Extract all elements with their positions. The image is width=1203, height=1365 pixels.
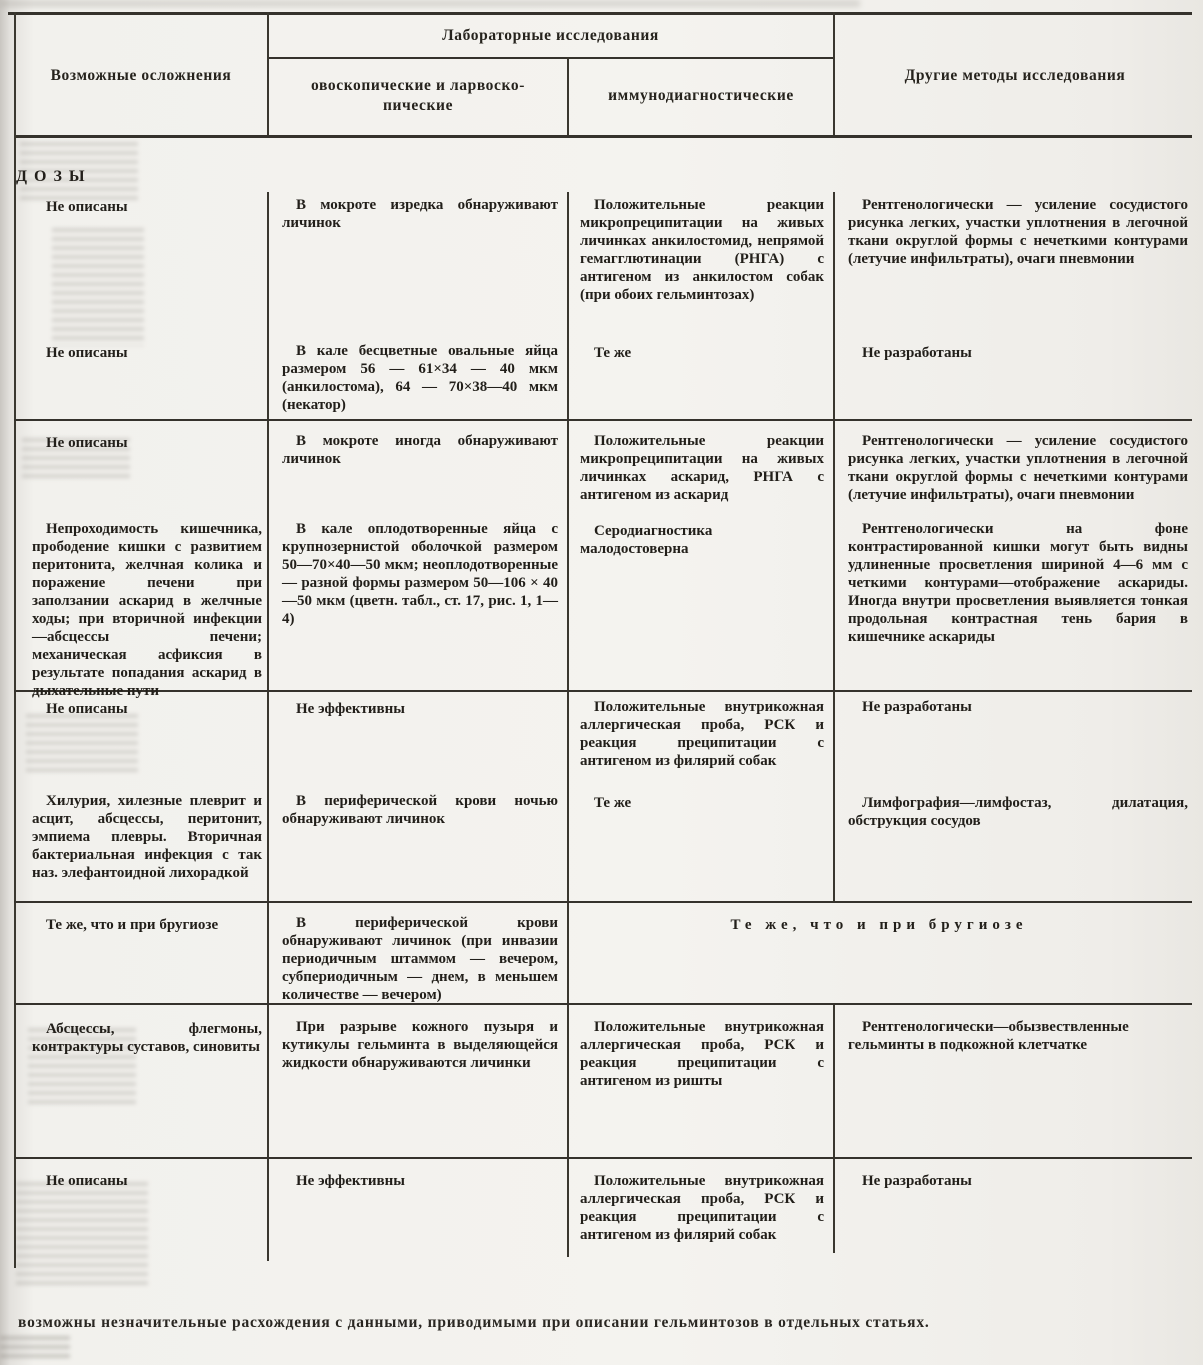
group-separator — [14, 419, 1192, 421]
cell-r2-other: Не разработаны — [862, 345, 972, 361]
cell-r6-complications: Хилурия, хилезные плеврит и асцит, абсце… — [32, 793, 262, 881]
column-divider — [567, 421, 569, 690]
cell-r4-immuno: Серодиагностика малодостоверна — [580, 523, 713, 557]
cell-r4-complications: Непроходимость кишечника, прободение киш… — [32, 521, 262, 699]
group-separator — [14, 901, 1192, 903]
cell-r3-immuno: Положительные реакции микропреципитации … — [580, 433, 824, 503]
cell-r1-other: Рентгенологически — усиление сосудистого… — [848, 197, 1188, 267]
cell-r8-complications: Абсцессы, флегмоны, контрактуры суставов… — [32, 1021, 262, 1055]
header-lab-ovoscopic: овоскопические и ларвоско-пические — [311, 77, 525, 114]
cell-r3-ovoscopic: В мокроте иногда обнаруживают личинок — [282, 433, 558, 467]
header-lab: Лабораторные исследования — [442, 27, 659, 44]
column-divider — [267, 692, 269, 901]
scan-artifact — [0, 0, 860, 7]
cell-r6-other: Лимфография—лимфостаз, дилатация, обстру… — [848, 795, 1188, 829]
cell-r7-complications: Те же, что и при бругиозе — [46, 917, 219, 933]
table-frame-left — [14, 12, 16, 1268]
column-divider — [267, 1005, 269, 1157]
footnote: возможны незначительные расхождения с да… — [18, 1314, 930, 1331]
header-other-methods: Другие методы исследования — [904, 67, 1126, 84]
header-divider-col3 — [833, 12, 835, 135]
cell-r9-complications: Не описаны — [46, 1173, 128, 1189]
cell-r9-other: Не разработаны — [862, 1173, 972, 1189]
column-divider — [267, 903, 269, 1003]
cell-r6-ovoscopic: В периферической крови ночью обнаруживаю… — [282, 793, 558, 827]
section-label: ДОЗЫ — [16, 168, 92, 185]
cell-r2-complications: Не описаны — [46, 345, 128, 361]
cell-r2-immuno: Те же — [594, 345, 632, 361]
column-divider — [567, 192, 569, 419]
header-complications: Возможные осложнения — [50, 67, 232, 84]
column-divider — [833, 192, 835, 419]
lab-header-underline — [267, 57, 834, 59]
cell-r9-ovoscopic: Не эффективны — [296, 1173, 405, 1189]
cell-r8-immuno: Положительные внутрикожная аллергическая… — [580, 1019, 824, 1089]
column-divider — [833, 421, 835, 690]
cell-r9-immuno: Положительные внутрикожная аллергическая… — [580, 1173, 824, 1243]
column-divider — [567, 1159, 569, 1257]
scan-artifact — [26, 714, 138, 776]
cell-r4-other: Рентгенологически на фоне контрастирован… — [848, 521, 1188, 645]
cell-r5-immuno: Положительные внутрикожная аллергическая… — [580, 699, 824, 769]
cell-r1-ovoscopic: В мокроте изредка обнаруживают личинок — [282, 197, 558, 231]
table-rule-header-bottom — [14, 135, 1192, 138]
cell-r3-other: Рентгенологически — усиление сосудистого… — [848, 433, 1188, 503]
cell-r6-immuno: Те же — [594, 795, 632, 811]
cell-r5-complications: Не описаны — [46, 701, 128, 717]
group-separator — [14, 690, 1192, 692]
cell-r1-immuno: Положительные реакции микропреципитации … — [580, 197, 824, 303]
column-divider — [833, 692, 835, 901]
cell-r7-merged-note: Те же, что и при бругиозе — [730, 917, 1028, 933]
scan-artifact — [0, 1336, 70, 1362]
column-divider — [833, 1005, 835, 1157]
group-separator — [14, 1157, 1192, 1159]
column-divider — [833, 1159, 835, 1253]
column-divider — [567, 692, 569, 901]
column-divider — [567, 1005, 569, 1157]
group-separator — [14, 1003, 1192, 1005]
cell-r5-ovoscopic: Не эффективны — [296, 701, 405, 717]
column-divider — [267, 192, 269, 419]
cell-r1-complications: Не описаны — [46, 199, 128, 215]
cell-r8-other: Рентгенологически—обызвествленные гельми… — [848, 1019, 1129, 1053]
cell-r7-ovoscopic: В периферической крови обнаруживают личи… — [282, 915, 558, 1003]
scan-artifact — [52, 228, 144, 346]
column-divider — [267, 1159, 269, 1261]
cell-r2-ovoscopic: В кале бесцветные овальные яйца размером… — [282, 343, 558, 413]
column-divider — [567, 903, 569, 1003]
header-divider-sub — [567, 57, 569, 135]
table-rule-top — [8, 12, 1192, 15]
scan-artifact — [16, 1182, 148, 1286]
cell-r8-ovoscopic: При разрыве кожного пузыря и кутикулы ге… — [282, 1019, 558, 1071]
header-lab-immuno: иммунодиагностические — [608, 87, 794, 104]
cell-r4-ovoscopic: В кале оплодотворенные яйца с крупнозерн… — [282, 521, 558, 627]
cell-r3-complications: Не описаны — [46, 435, 128, 451]
cell-r5-other: Не разработаны — [862, 699, 972, 715]
column-divider — [267, 421, 269, 690]
header-divider-col1 — [267, 12, 269, 135]
